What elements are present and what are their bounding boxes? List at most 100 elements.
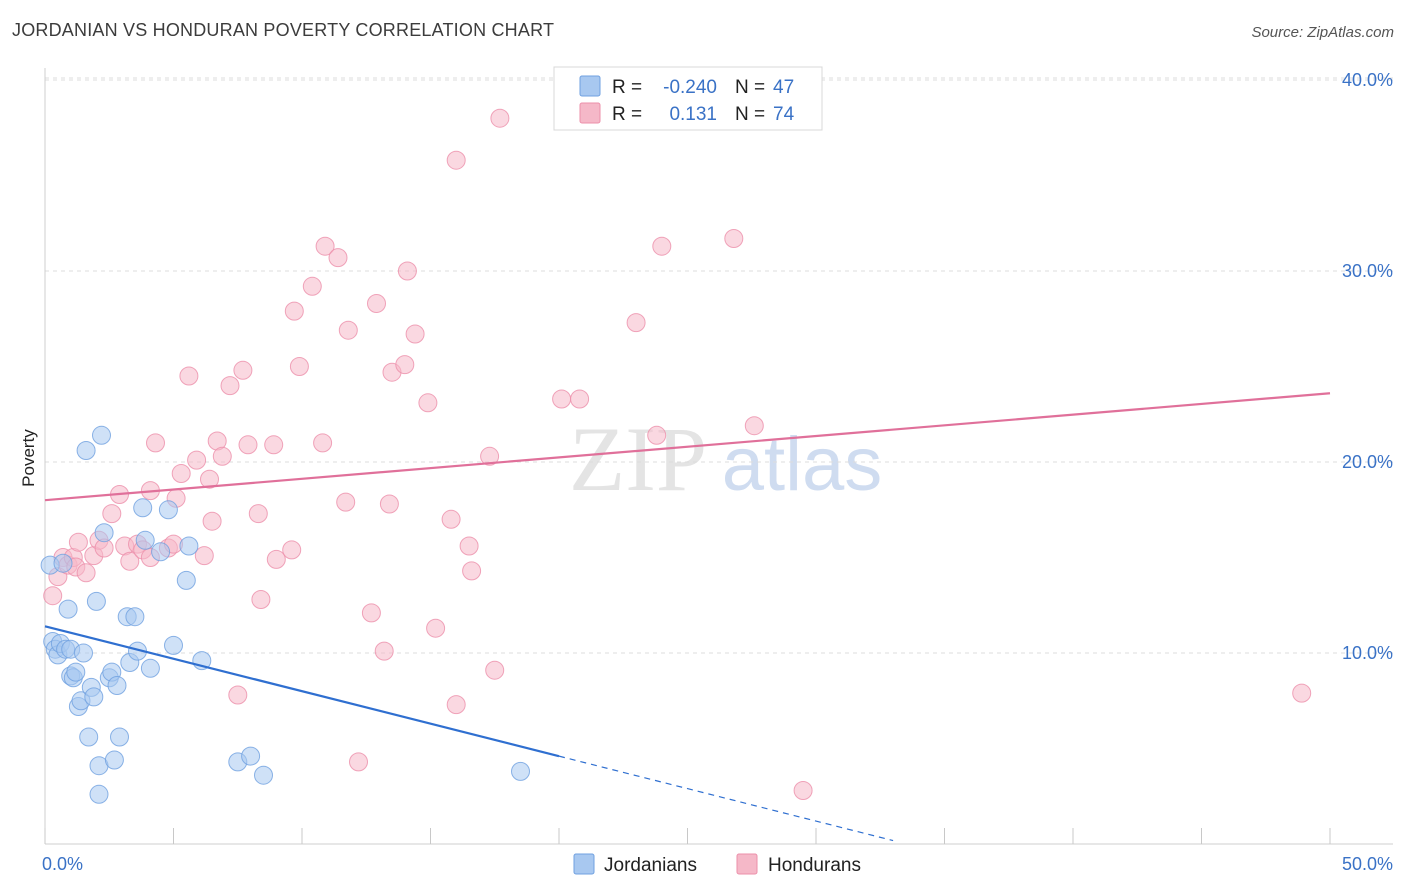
honduran-point-71 (652, 236, 672, 256)
y-tick-label-2: 30.0% (1342, 261, 1393, 281)
jordanian-point-21 (89, 784, 109, 804)
stats-n-value-jordanians: 47 (773, 77, 794, 98)
stats-r-value-hondurans: 0.131 (669, 104, 717, 125)
honduran-point-57 (418, 393, 438, 413)
jordanian-point-19 (86, 591, 106, 611)
y-tick-label-1: 20.0% (1342, 452, 1393, 472)
honduran-point-24 (179, 366, 199, 386)
honduran-point-14 (120, 551, 140, 571)
honduran-point-74 (793, 781, 813, 800)
jordanian-point-16 (79, 727, 99, 747)
chart-title: JORDANIAN VS HONDURAN POVERTY CORRELATIO… (12, 20, 555, 40)
honduran-point-35 (248, 504, 268, 524)
legend-swatch-hondurans[interactable] (736, 853, 758, 875)
series-jordanians (40, 425, 530, 804)
honduran-point-62 (459, 536, 479, 556)
jordanian-point-43 (241, 746, 261, 766)
stats-r-label-jordanians: R = (612, 77, 642, 98)
honduran-point-7 (76, 563, 96, 583)
watermark-atlas: atlas (722, 422, 883, 507)
stats-swatch-hondurans (579, 102, 601, 124)
jordanian-point-27 (107, 676, 127, 695)
honduran-point-58 (426, 618, 446, 638)
jordanian-point-5 (53, 553, 73, 573)
legend: Jordanians Hondurans (573, 853, 861, 876)
honduran-point-37 (264, 435, 284, 455)
jordanian-point-23 (94, 523, 114, 543)
stats-n-label-jordanians: N = (735, 77, 765, 98)
stats-n-label-hondurans: N = (735, 104, 765, 125)
y-tick-label-3: 40.0% (1342, 70, 1393, 90)
honduran-point-32 (228, 685, 248, 705)
honduran-point-65 (485, 660, 505, 680)
jordanian-point-39 (176, 570, 196, 590)
honduran-point-31 (220, 376, 240, 396)
jordanian-point-34 (135, 530, 155, 550)
watermark-zip: ZIP (569, 408, 707, 510)
x-tick-min: 0.0% (42, 854, 83, 874)
honduran-point-11 (102, 504, 122, 524)
stats-swatch-jordanians (579, 75, 601, 97)
honduran-point-70 (647, 425, 667, 445)
honduran-point-47 (338, 320, 358, 340)
honduran-point-42 (302, 276, 322, 296)
honduran-point-51 (374, 641, 394, 661)
honduran-point-39 (282, 540, 302, 560)
honduran-point-68 (570, 389, 590, 409)
stats-r-label-hondurans: R = (612, 104, 642, 125)
axes (44, 68, 1393, 845)
jordanian-point-36 (151, 542, 171, 562)
jordanian-point-22 (92, 425, 111, 445)
honduran-point-44 (315, 236, 335, 256)
trend-line-hondurans (44, 392, 1331, 502)
stats-n-value-hondurans: 74 (773, 104, 795, 125)
legend-label-jordanians[interactable]: Jordanians (604, 855, 697, 876)
honduran-point-48 (349, 752, 368, 772)
jordanian-point-15 (76, 441, 96, 460)
honduran-point-59 (441, 509, 461, 529)
honduran-point-23 (171, 464, 191, 483)
trend-lines (44, 392, 1331, 842)
honduran-point-25 (187, 450, 207, 470)
stats-box: R = -0.240 N = 47 R = 0.131 N = 74 (553, 66, 823, 131)
honduran-point-28 (202, 511, 222, 531)
jordanian-point-33 (133, 498, 153, 518)
source-label: Source: ZipAtlas.com (1251, 24, 1394, 41)
trend-line-jordanians (44, 625, 560, 758)
honduran-point-63 (462, 561, 482, 581)
honduran-point-43 (313, 433, 333, 453)
jordanian-point-35 (140, 658, 160, 678)
honduran-point-49 (361, 603, 381, 623)
jordanian-point-31 (125, 607, 145, 627)
stats-r-value-jordanians: -0.240 (663, 77, 717, 98)
honduran-point-6 (68, 532, 88, 552)
honduran-point-36 (251, 590, 271, 609)
honduran-point-55 (397, 261, 417, 281)
honduran-point-61 (446, 150, 466, 170)
legend-swatch-jordanians[interactable] (573, 853, 595, 875)
honduran-point-33 (233, 360, 253, 380)
honduran-point-26 (194, 546, 214, 566)
jordanian-point-11 (66, 662, 86, 682)
jordanian-point-14 (74, 643, 93, 663)
honduran-point-38 (266, 549, 286, 569)
honduran-point-64 (480, 446, 500, 466)
series-hondurans (43, 108, 1312, 800)
honduran-point-72 (724, 229, 744, 248)
y-tick-labels: 10.0% 20.0% 30.0% 40.0% (1342, 70, 1393, 663)
honduran-point-73 (744, 416, 764, 436)
honduran-point-50 (367, 294, 386, 313)
jordanian-point-28 (110, 727, 129, 747)
honduran-point-27 (200, 469, 219, 489)
jordanian-point-44 (254, 765, 273, 785)
honduran-point-54 (395, 355, 415, 375)
jordanian-point-40 (179, 536, 199, 556)
honduran-point-69 (626, 313, 646, 333)
honduran-point-40 (284, 301, 304, 321)
legend-label-hondurans[interactable]: Hondurans (768, 855, 861, 876)
honduran-point-45 (328, 248, 348, 268)
jordanian-point-7 (58, 599, 78, 619)
jordanian-point-45 (511, 761, 530, 781)
honduran-point-0 (43, 586, 63, 606)
